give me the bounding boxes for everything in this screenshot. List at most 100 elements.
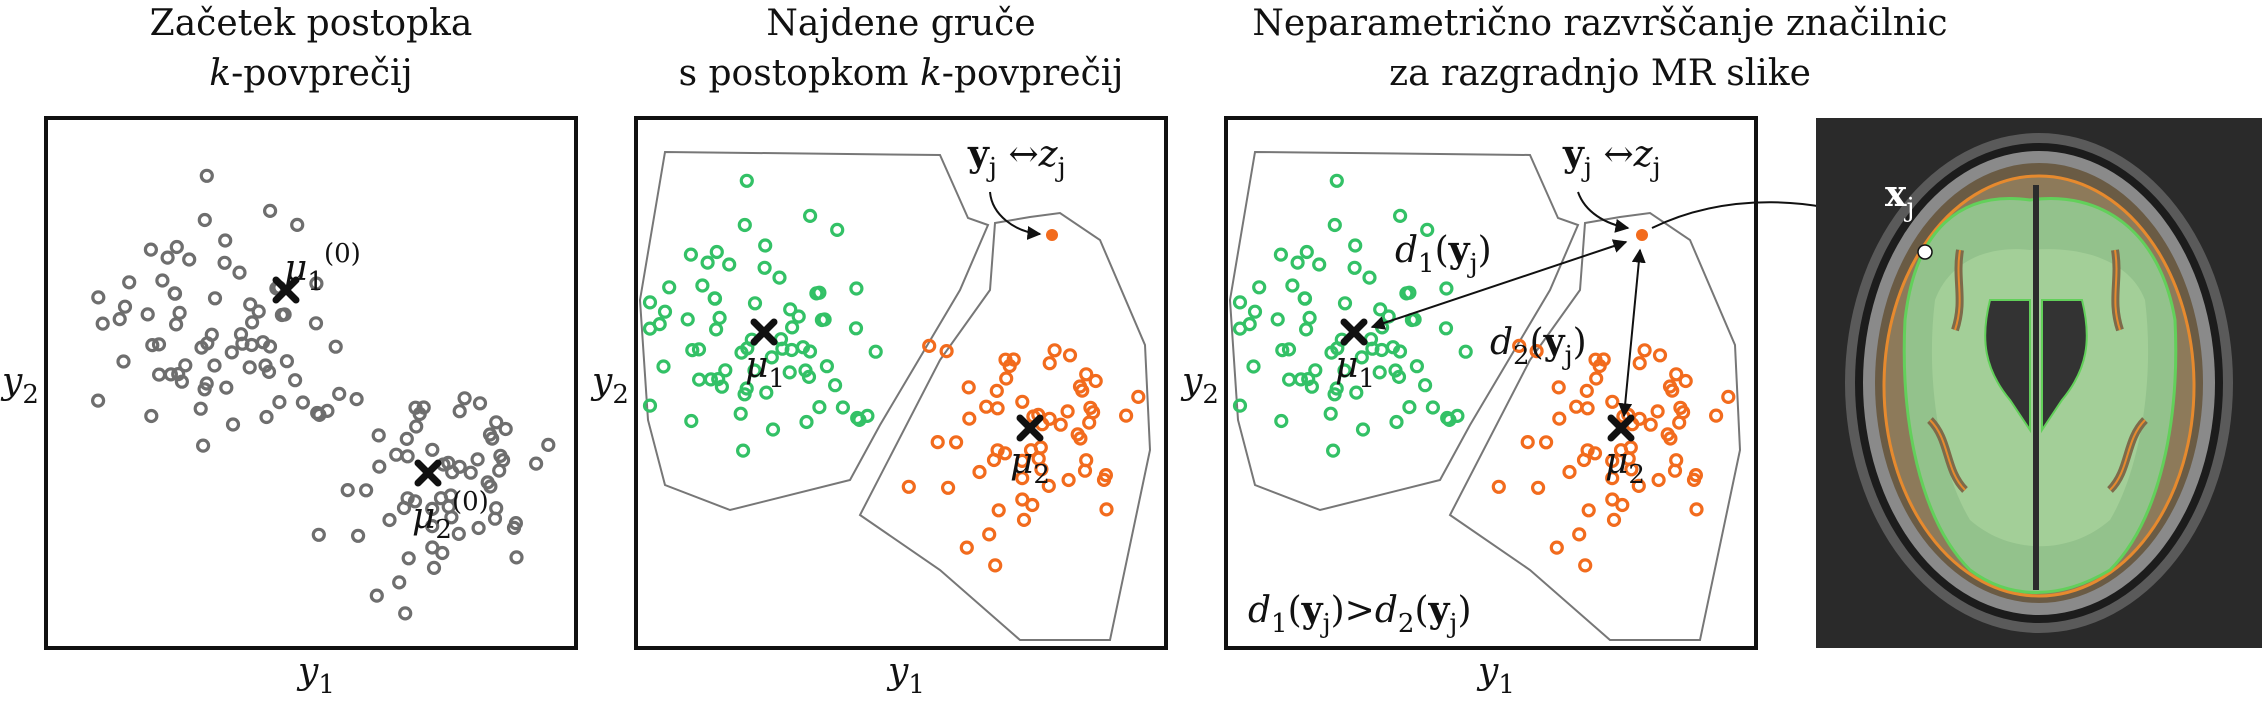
scatter-point-p3-a67	[1281, 372, 1297, 387]
scatter-point-p1-b49	[496, 453, 511, 468]
scatter-point-p2-b32	[1088, 373, 1103, 389]
p3-d2-label: d2(yj)	[1490, 320, 1587, 378]
scatter-point-p1-b45	[349, 392, 364, 407]
scatter-point-p1-a64	[235, 336, 250, 351]
scatter-point-p2-a23	[784, 320, 800, 335]
scatter-point-p3-b33	[1551, 380, 1566, 395]
scatter-point-p1-a24	[116, 354, 131, 369]
scatter-point-p3-b28	[1549, 540, 1564, 555]
p3-d1-label: d1(yj)	[1395, 228, 1492, 286]
scatter-point-p2-a15	[827, 378, 843, 393]
scatter-point-p2-b49	[1085, 405, 1101, 420]
scatter-point-p3-b57	[1651, 472, 1666, 488]
subscript-1: 1	[1271, 609, 1288, 639]
scatter-point-p3-b48	[1643, 417, 1658, 432]
scatter-point-p2-b46	[979, 399, 994, 414]
scatter-point-p2-a17	[718, 363, 733, 378]
p3-distance-d2-arrow	[1618, 248, 1646, 418]
scatter-point-p3-a24	[1246, 359, 1261, 374]
d-symbol: d	[1374, 590, 1398, 631]
scatter-point-p2-b33	[961, 380, 976, 395]
superscript-0: (0)	[323, 239, 361, 269]
scatter-point-p2-a67	[691, 372, 707, 387]
panel-2-title-line1: Najdene gruče	[766, 3, 1036, 44]
scatter-point-p1-b30	[443, 488, 458, 503]
scatter-point-p3-b19	[1606, 512, 1622, 528]
scatter-point-p1-a38	[144, 408, 159, 424]
scatter-point-p3-a13	[1347, 260, 1362, 275]
scatter-point-p2-a24	[656, 359, 671, 374]
scatter-point-p3-a5	[1232, 295, 1248, 310]
scatter-point-p2-a60	[801, 369, 817, 384]
scatter-point-p2-b53	[948, 435, 964, 450]
scatter-point-p1-a35	[155, 273, 170, 288]
scatter-point-p3-b17	[1624, 462, 1639, 477]
scatter-points	[90, 168, 1736, 621]
scatter-point-p2-b29	[1041, 478, 1056, 493]
scatter-point-p1-a17	[178, 358, 193, 373]
scatter-point-p1-b41	[351, 528, 366, 543]
scatter-point-p3-b36	[1512, 338, 1527, 353]
scatter-point-p2-a29	[782, 365, 797, 380]
panel-1-title-line2: k-povprečij	[209, 52, 412, 96]
scatter-point-p2-a44	[759, 385, 774, 400]
scatter-point-p3-b35	[1637, 343, 1652, 358]
scatter-point-p1-b51	[483, 479, 498, 494]
p1-mu2-label: μ2(0)	[412, 480, 489, 552]
double-arrow-symbol: ↔	[1603, 134, 1634, 175]
scatter-point-p3-a17	[1308, 363, 1323, 378]
scatter-point-p3-b4	[1652, 348, 1668, 363]
scatter-point-p3-a20	[1420, 222, 1435, 237]
scatter-point-p3-b54	[1669, 453, 1684, 468]
scatter-point-p3-b31	[1615, 497, 1630, 513]
scatter-point-p1-b1	[489, 415, 504, 430]
y-symbol: y	[298, 651, 319, 692]
scatter-point-p2-a48	[802, 208, 818, 223]
scatter-point-p2-a1	[733, 406, 748, 421]
scatter-point-p1-a66	[160, 250, 175, 265]
scatter-point-p3-b5	[1605, 394, 1620, 409]
subscript-1: 1	[318, 670, 335, 700]
mu-symbol: μ	[1605, 441, 1629, 482]
subscript-j: j	[988, 153, 997, 183]
scatter-point-p1-a20	[290, 217, 305, 232]
scatter-point-p1-a63	[277, 307, 292, 322]
subscript-j: j	[1906, 193, 1915, 223]
scatter-point-p3-a25	[1325, 443, 1341, 458]
scatter-point-p1-b58	[452, 404, 467, 419]
scatter-point-p3-a49	[1297, 291, 1313, 306]
scatter-point-p2-b7	[1015, 492, 1030, 507]
scatter-point-p2-b36	[922, 338, 937, 353]
p1-centroid-2-cross-icon	[414, 459, 442, 487]
scatter-point-p3-b52	[1491, 479, 1506, 494]
p3-centroid-1-cross-icon	[1340, 318, 1368, 346]
y-symbol: y	[592, 361, 613, 402]
subscript-j: j	[1469, 249, 1478, 279]
double-arrow-symbol: ↔	[1008, 134, 1039, 175]
scatter-point-p1-a13	[217, 255, 232, 270]
scatter-point-p1-b9	[541, 437, 556, 452]
bold-y: y	[968, 133, 989, 175]
left-paren: (	[1414, 590, 1429, 631]
panel-1-title-line1: Začetek postopka	[149, 3, 473, 44]
scatter-point-p1-a7	[145, 338, 160, 353]
panel-1-title-rest: -povprečij	[231, 53, 413, 94]
scatter-point-p1-a52	[169, 317, 184, 332]
p1-centroid-1-cross-icon	[272, 276, 300, 304]
bold-y: y	[1543, 321, 1565, 363]
scatter-point-p1-a15	[288, 373, 303, 388]
p3-yj-label-arrow	[1577, 191, 1630, 233]
scatter-point-p2-a54	[772, 270, 787, 285]
scatter-point-p2-b48	[1053, 417, 1068, 432]
scatter-point-p2-a64	[775, 341, 790, 356]
scatter-point-p2-b12	[999, 371, 1014, 386]
scatter-point-p3-a8	[1299, 244, 1314, 260]
scatter-point-p3-b49	[1675, 405, 1691, 420]
p3-x-axis-label: y1	[1478, 650, 1515, 707]
greater-than-symbol: >	[1344, 590, 1375, 631]
panel-2-title-line2: s postopkom k-povprečij	[679, 52, 1124, 96]
scatter-point-p2-b39	[990, 443, 1005, 458]
p2-mu2-label: μ2	[1010, 440, 1050, 497]
scatter-point-p1-a47	[197, 382, 212, 397]
scatter-point-p1-a54	[232, 265, 247, 280]
